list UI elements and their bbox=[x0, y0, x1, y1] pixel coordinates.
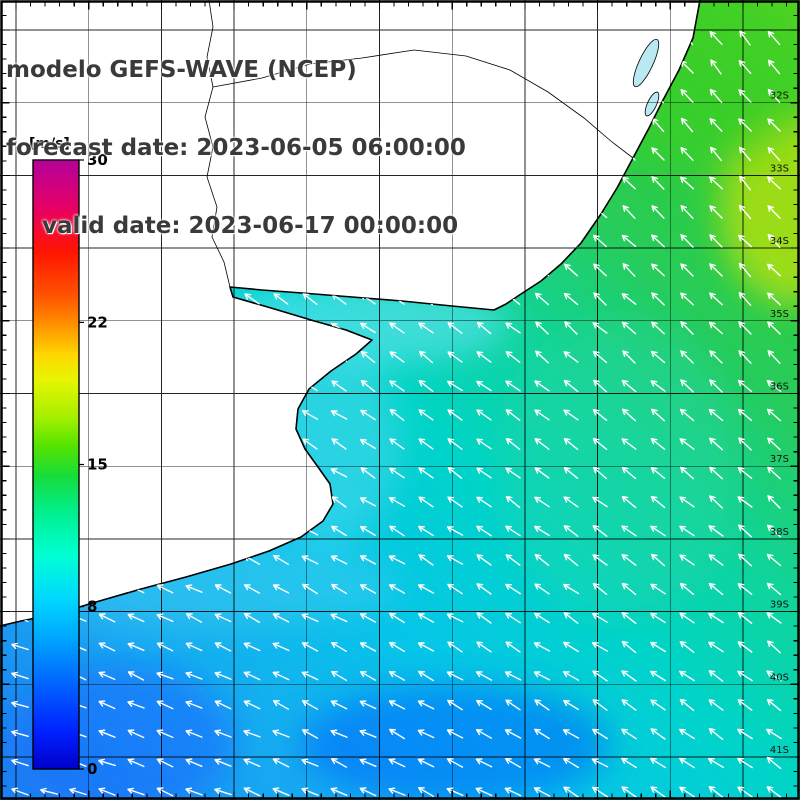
colorbar: [m/s] 30 22 15 8 0 bbox=[29, 136, 108, 778]
colorbar-tick-label: 22 bbox=[87, 313, 108, 331]
model-title: modelo GEFS-WAVE (NCEP) bbox=[6, 57, 357, 83]
title-block: modelo GEFS-WAVE (NCEP) forecast date: 2… bbox=[6, 5, 466, 291]
lat-label: 34S bbox=[770, 236, 789, 247]
lat-label: 38S bbox=[770, 527, 789, 538]
valid-date: valid date: 2023-06-17 00:00:00 bbox=[42, 213, 459, 239]
lat-label: 33S bbox=[770, 163, 789, 174]
colorbar-gradient bbox=[32, 159, 80, 770]
lat-label: 36S bbox=[770, 382, 789, 393]
forecast-date: forecast date: 2023-06-05 06:00:00 bbox=[6, 135, 466, 161]
lagoon bbox=[644, 91, 660, 117]
lat-label: 40S bbox=[770, 672, 789, 683]
lat-label: 39S bbox=[770, 600, 789, 611]
lagoon bbox=[632, 38, 660, 88]
lat-label: 32S bbox=[770, 91, 789, 102]
coastline bbox=[0, 0, 701, 627]
colorbar-tick-label: 30 bbox=[87, 151, 108, 169]
lat-label: 35S bbox=[770, 309, 789, 320]
colorbar-tick-label: 0 bbox=[87, 760, 97, 778]
border-river-line bbox=[204, 0, 231, 288]
colorbar-tick-label: 15 bbox=[87, 456, 108, 474]
lat-labels: 32S 33S 34S 35S 36S 37S 38S 39S 40S 41S bbox=[770, 91, 789, 756]
colorbar-tick-label: 8 bbox=[87, 598, 97, 616]
border-river-line bbox=[212, 49, 634, 159]
lat-label: 41S bbox=[770, 745, 789, 756]
colorbar-unit-label: [m/s] bbox=[29, 136, 70, 152]
lat-label: 37S bbox=[770, 454, 789, 465]
